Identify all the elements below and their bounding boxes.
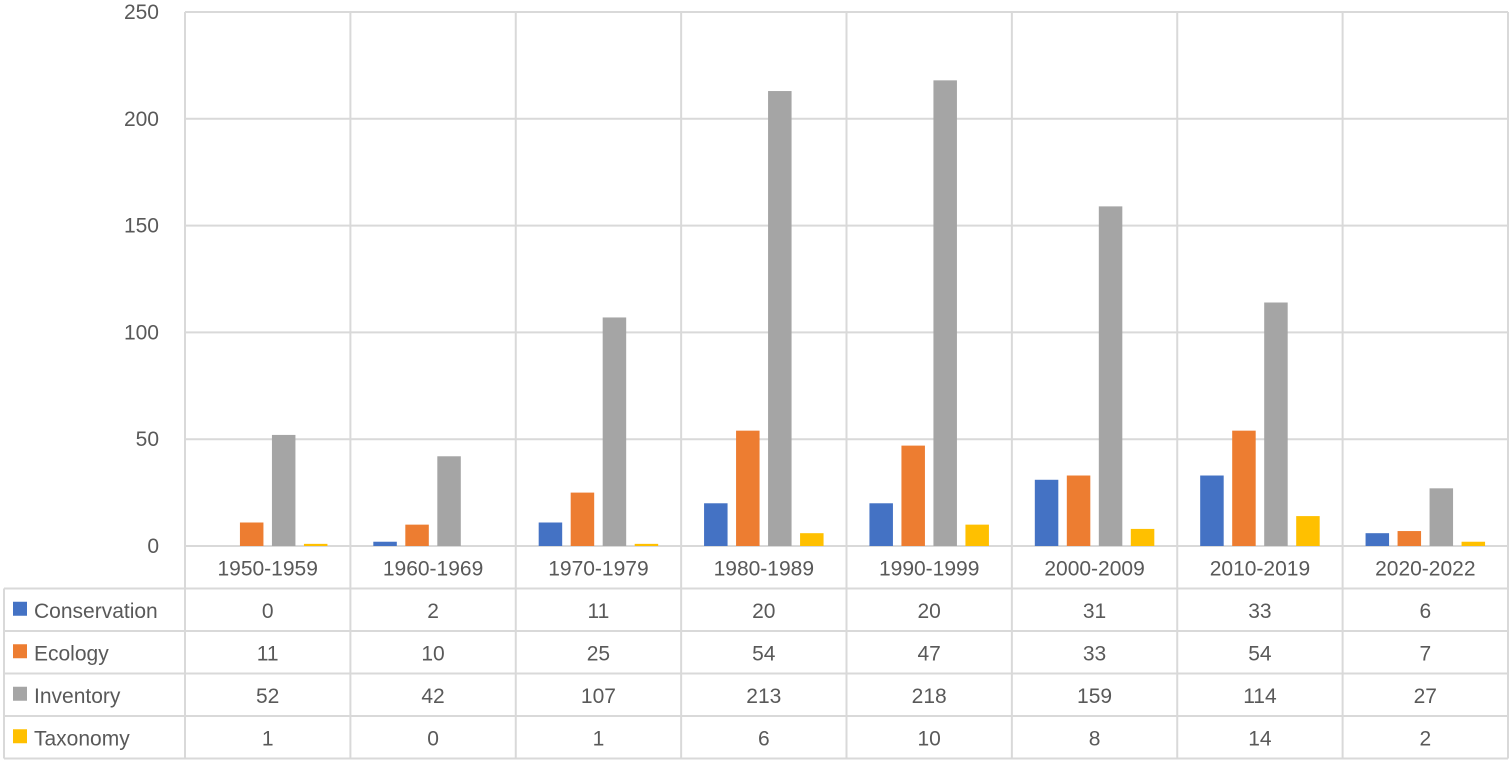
- legend-key-inventory: [13, 686, 27, 701]
- bar-taxonomy-1970-1979: [634, 543, 659, 546]
- bar-conservation-2020-2022: [1365, 533, 1390, 546]
- bar-inventory-1970-1979: [602, 317, 627, 546]
- table-cell: 27: [1414, 685, 1437, 708]
- bar-ecology-2010-2019: [1232, 430, 1256, 546]
- table-cell: 2: [1419, 727, 1431, 750]
- bar-ecology-1960-1969: [405, 524, 429, 546]
- bar-inventory-2010-2019: [1264, 302, 1288, 546]
- table-cell: 11: [257, 642, 279, 665]
- y-tick-label: 250: [124, 1, 159, 24]
- bar-taxonomy-1950-1959: [303, 543, 328, 546]
- table-cell: 20: [752, 600, 775, 623]
- series-name: Taxonomy: [34, 727, 130, 750]
- bar-taxonomy-1980-1989: [800, 533, 824, 546]
- table-cell: 20: [918, 600, 941, 623]
- table-cell: 0: [262, 600, 274, 623]
- table-cell: 107: [581, 685, 616, 708]
- category-label: 1950-1959: [217, 557, 317, 580]
- table-cell: 8: [1089, 727, 1101, 750]
- legend-key-conservation: [13, 601, 27, 616]
- bar-conservation-2010-2019: [1200, 475, 1224, 546]
- y-tick-label: 150: [124, 215, 159, 238]
- y-tick-label: 100: [124, 321, 159, 344]
- table-cell: 6: [1419, 600, 1431, 623]
- series-name: Ecology: [34, 642, 109, 665]
- bar-inventory-1960-1969: [437, 456, 461, 546]
- table-cell: 1: [593, 727, 605, 750]
- category-label: 1960-1969: [383, 557, 483, 580]
- category-label: 1990-1999: [879, 557, 979, 580]
- table-cell: 7: [1419, 642, 1431, 665]
- table-cell: 213: [746, 685, 781, 708]
- y-tick-label: 200: [124, 108, 159, 131]
- table-cell: 25: [587, 642, 610, 665]
- bar-conservation-2000-2009: [1034, 479, 1059, 546]
- table-cell: 6: [758, 727, 770, 750]
- bar-taxonomy-1990-1999: [965, 524, 989, 546]
- bar-ecology-1980-1989: [736, 430, 760, 546]
- bar-conservation-1960-1969: [373, 541, 397, 546]
- bar-conservation-1980-1989: [704, 503, 728, 546]
- table-cell: 159: [1077, 685, 1112, 708]
- series-name: Conservation: [34, 600, 158, 623]
- table-cell: 42: [421, 685, 444, 708]
- bar-taxonomy-2010-2019: [1296, 516, 1320, 546]
- bar-inventory-1990-1999: [933, 80, 957, 547]
- category-label: 2020-2022: [1375, 557, 1475, 580]
- bar-ecology-1990-1999: [901, 445, 925, 546]
- category-label: 1970-1979: [548, 557, 648, 580]
- legend-key-taxonomy: [13, 729, 27, 744]
- table-cell: 10: [421, 642, 444, 665]
- bar-conservation-1990-1999: [869, 503, 893, 546]
- bars: [239, 80, 1486, 547]
- table-cell: 14: [1248, 727, 1272, 750]
- table-cell: 33: [1083, 642, 1106, 665]
- y-tick-label: 50: [136, 428, 159, 451]
- bar-ecology-2020-2022: [1397, 531, 1422, 546]
- bar-taxonomy-2020-2022: [1461, 541, 1486, 546]
- table-cell: 1: [262, 727, 274, 750]
- bar-conservation-1970-1979: [538, 522, 563, 546]
- category-label: 2000-2009: [1044, 557, 1144, 580]
- bar-inventory-1950-1959: [271, 434, 296, 546]
- bar-inventory-2000-2009: [1098, 206, 1123, 546]
- table-cell: 114: [1243, 685, 1277, 708]
- bar-ecology-1950-1959: [239, 522, 264, 546]
- bar-taxonomy-2000-2009: [1130, 528, 1155, 546]
- data-table: 1950-1959 1960-1969 1970-1979 1980-1989 1990…: [3, 557, 1508, 760]
- bar-inventory-2020-2022: [1429, 488, 1454, 546]
- bar-ecology-2000-2009: [1066, 475, 1091, 546]
- legend-key-ecology: [13, 644, 27, 659]
- series-name: Inventory: [34, 685, 121, 708]
- category-label: 2010-2019: [1210, 557, 1310, 580]
- table-cell: 10: [918, 727, 941, 750]
- bar-inventory-1980-1989: [768, 91, 792, 547]
- table-cell: 52: [256, 685, 279, 708]
- table-cell: 11: [588, 600, 610, 623]
- table-cell: 31: [1083, 600, 1106, 623]
- table-cell: 54: [1248, 642, 1272, 665]
- table-cell: 54: [752, 642, 776, 665]
- bar-ecology-1970-1979: [570, 492, 595, 546]
- gridlines: [184, 11, 1509, 759]
- category-label: 1980-1989: [714, 557, 814, 580]
- table-cell: 33: [1248, 600, 1271, 623]
- table-cell: 2: [427, 600, 439, 623]
- y-tick-label: 0: [147, 535, 159, 558]
- y-axis: 0 50 100 150 200 250: [124, 1, 159, 558]
- table-cell: 47: [918, 642, 941, 665]
- table-cell: 218: [912, 685, 947, 708]
- table-cell: 0: [427, 727, 439, 750]
